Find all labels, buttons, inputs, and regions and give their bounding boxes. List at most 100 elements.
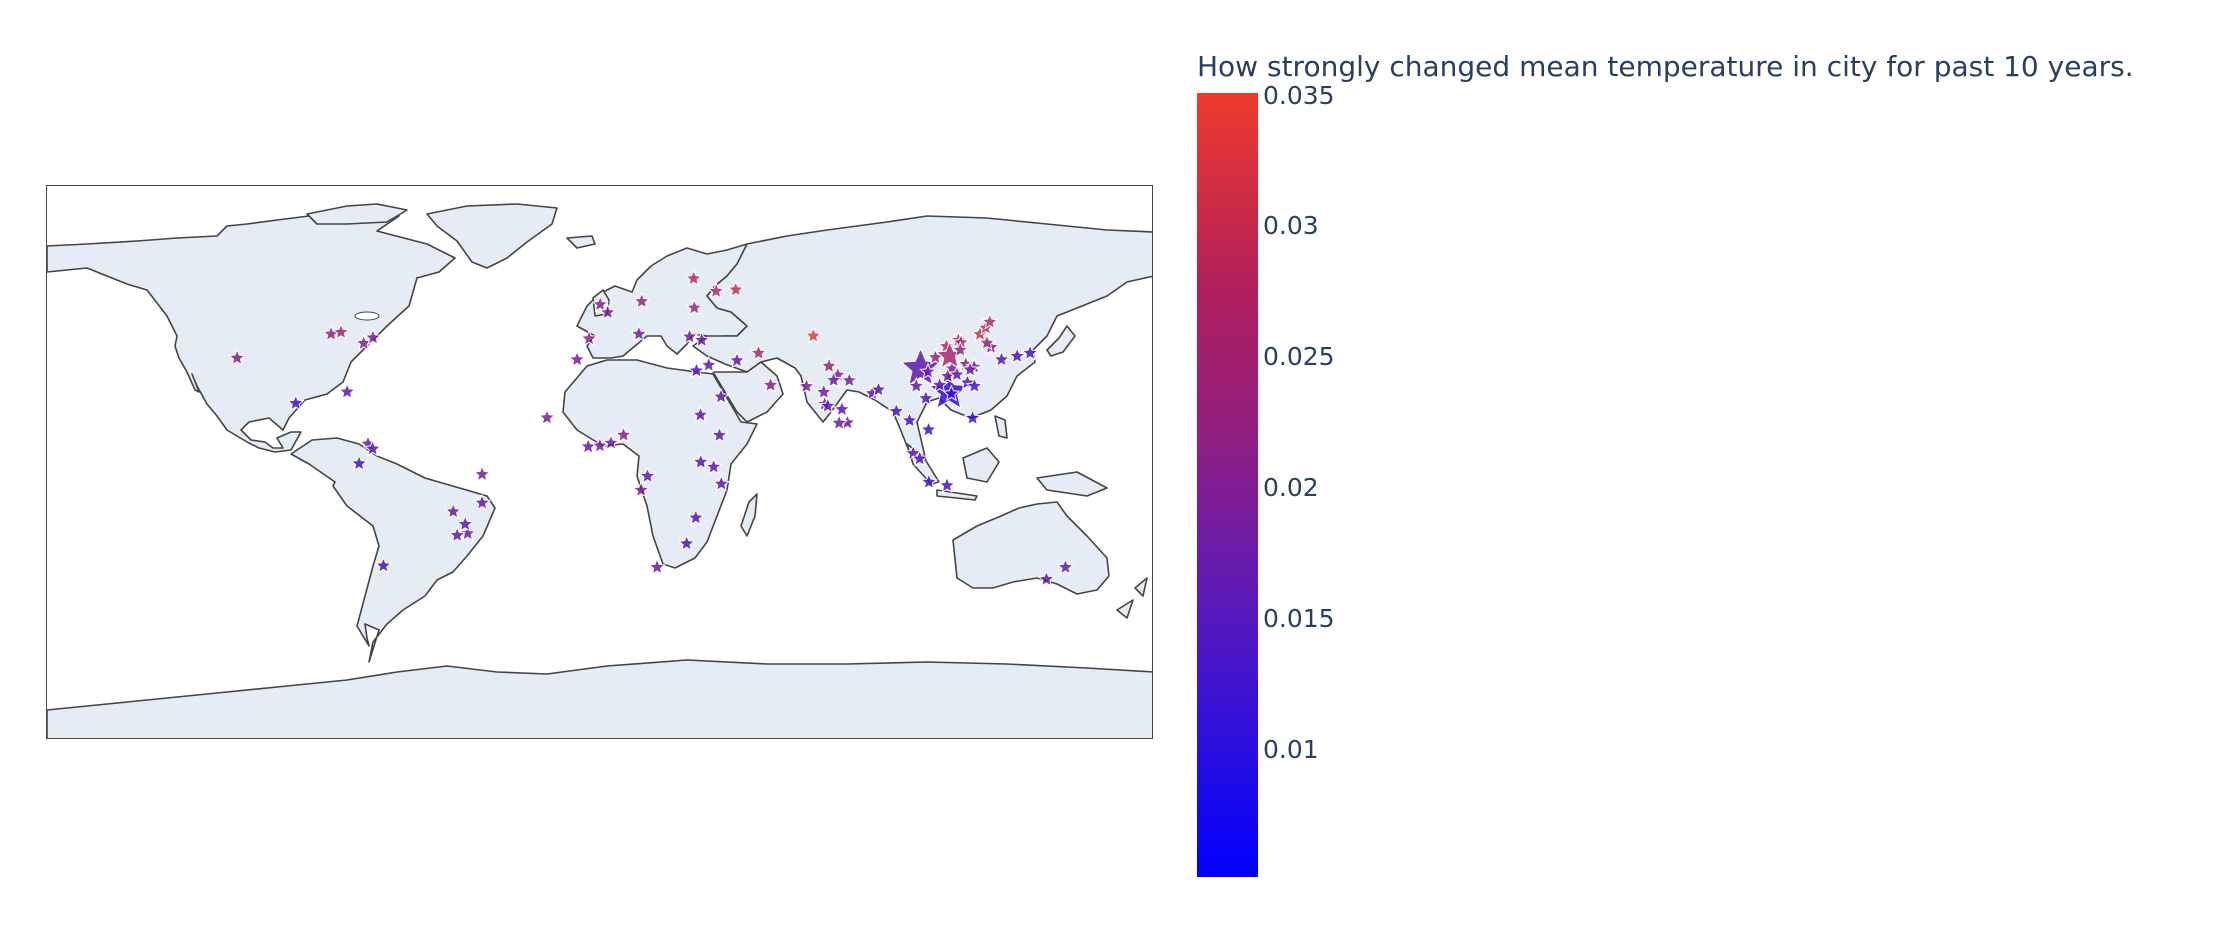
city-star-marker[interactable] (332, 322, 350, 340)
city-star-marker[interactable] (638, 466, 657, 484)
city-star-marker[interactable] (930, 375, 949, 393)
city-star-marker[interactable] (568, 350, 586, 368)
city-star-marker[interactable] (818, 396, 837, 414)
city-star-marker[interactable] (648, 557, 666, 575)
great-lakes (354, 311, 380, 321)
city-star-marker[interactable] (538, 408, 556, 426)
city-star-marker[interactable] (948, 365, 966, 383)
city-star-marker[interactable] (614, 425, 633, 443)
city-star-marker[interactable] (632, 480, 650, 498)
city-star-marker[interactable] (286, 393, 305, 411)
city-star-marker[interactable] (804, 326, 823, 344)
city-star-marker[interactable] (980, 312, 999, 330)
city-star-marker[interactable] (338, 382, 356, 400)
city-star-marker[interactable] (692, 330, 711, 348)
city-star-marker[interactable] (919, 362, 937, 380)
city-star-marker[interactable] (961, 360, 979, 378)
city-star-marker[interactable] (749, 343, 768, 361)
city-star-marker[interactable] (869, 380, 888, 398)
city-star-marker[interactable] (978, 333, 996, 351)
city-star-marker[interactable] (444, 502, 463, 520)
city-star-marker[interactable] (919, 420, 938, 438)
city-star-marker[interactable] (691, 452, 710, 470)
city-star-marker[interactable] (726, 280, 745, 298)
colorbar-tick-002: 0.02 (1263, 473, 1319, 502)
city-star-marker[interactable] (840, 371, 859, 389)
city-star-marker[interactable] (704, 457, 723, 475)
city-star-marker[interactable] (1008, 346, 1027, 364)
city-star-marker[interactable] (456, 514, 475, 532)
city-star-marker[interactable] (364, 328, 382, 346)
city-star-marker[interactable] (677, 534, 696, 552)
philippines (994, 415, 1008, 439)
city-star-marker[interactable] (458, 524, 477, 542)
city-star-marker[interactable] (598, 303, 617, 321)
java (936, 489, 978, 501)
colorbar-tick-001: 0.01 (1263, 735, 1319, 764)
new-zealand (1134, 577, 1148, 597)
city-star-marker[interactable] (448, 525, 467, 543)
city-star-marker[interactable] (728, 351, 746, 369)
city-star-marker[interactable] (761, 375, 780, 393)
city-star-marker[interactable] (910, 449, 929, 467)
city-star-marker[interactable] (938, 476, 956, 493)
city-star-marker[interactable] (900, 411, 919, 429)
city-star-marker[interactable] (632, 292, 651, 309)
city-star-marker[interactable] (228, 348, 246, 366)
city-star-marker[interactable] (687, 361, 706, 379)
city-star-marker[interactable] (951, 340, 970, 358)
city-star-marker[interactable] (712, 387, 730, 405)
borneo (962, 447, 1000, 483)
colorbar (1197, 93, 1258, 877)
city-star-marker[interactable] (350, 454, 368, 472)
city-star-marker[interactable] (814, 382, 833, 400)
city-star-marker[interactable] (686, 508, 705, 526)
colorbar-tick-003: 0.03 (1263, 211, 1319, 240)
city-star-marker[interactable] (887, 401, 906, 419)
new-zealand-south (1116, 599, 1134, 619)
city-star-marker[interactable] (907, 376, 926, 394)
arctic-islands (306, 203, 408, 225)
city-star-marker[interactable] (374, 556, 393, 574)
city-star-marker[interactable] (712, 474, 731, 492)
city-star-marker[interactable] (707, 282, 725, 299)
city-star-marker[interactable] (1021, 343, 1039, 361)
city-star-marker[interactable] (691, 405, 710, 423)
colorbar-title: How strongly changed mean temperature in… (1197, 50, 2134, 83)
city-star-marker[interactable] (685, 298, 704, 316)
city-star-marker[interactable] (963, 408, 982, 426)
city-star-marker[interactable] (1037, 569, 1056, 587)
city-star-marker[interactable] (830, 413, 848, 431)
city-star-marker[interactable] (824, 370, 843, 388)
city-star-marker[interactable] (965, 376, 984, 394)
city-star-marker[interactable] (684, 269, 703, 287)
colorbar-tick-0015: 0.015 (1263, 604, 1335, 633)
city-star-marker[interactable] (630, 324, 648, 342)
city-star-marker[interactable] (920, 472, 938, 490)
city-star-marker[interactable] (363, 439, 382, 457)
colorbar-tick-0025: 0.025 (1263, 342, 1335, 371)
new-guinea (1036, 471, 1108, 497)
city-star-marker[interactable] (680, 327, 699, 345)
city-star-marker[interactable] (473, 493, 491, 511)
north-america (47, 210, 456, 453)
map-canvas[interactable] (47, 186, 1153, 739)
city-star-marker[interactable] (710, 425, 729, 443)
city-star-marker[interactable] (942, 384, 961, 402)
world-map[interactable] (46, 185, 1153, 739)
south-america (290, 437, 496, 663)
colorbar-tick-0035: 0.035 (1263, 81, 1335, 110)
land-masses (47, 203, 1152, 738)
iceland (566, 235, 596, 249)
city-star-marker[interactable] (992, 350, 1011, 368)
city-star-marker[interactable] (591, 295, 610, 313)
city-star-marker[interactable] (833, 400, 851, 417)
city-star-marker[interactable] (797, 377, 816, 394)
city-star-marker[interactable] (602, 433, 620, 451)
city-star-marker[interactable] (473, 465, 491, 482)
city-star-marker[interactable] (580, 329, 598, 347)
city-star-marker[interactable] (820, 356, 838, 374)
city-star-marker[interactable] (1056, 558, 1075, 575)
city-markers[interactable] (228, 269, 1075, 587)
city-star-marker[interactable] (916, 389, 935, 406)
